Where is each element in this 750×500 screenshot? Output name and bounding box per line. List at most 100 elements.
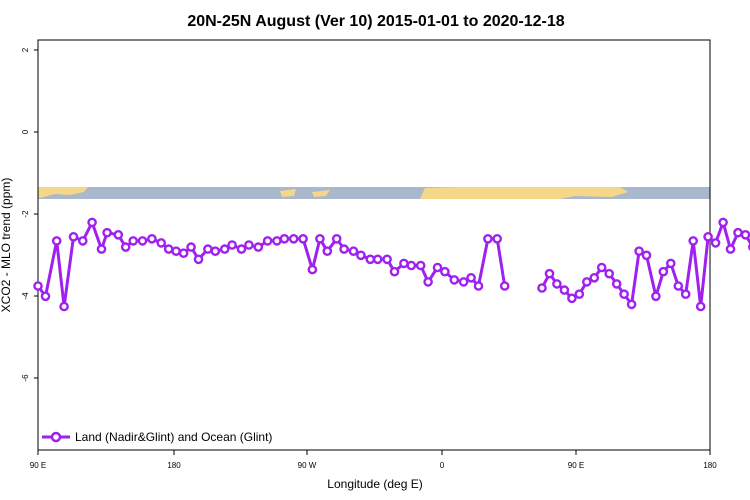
- data-point: [458, 277, 469, 287]
- data-point: [432, 262, 443, 273]
- data-point: [423, 277, 433, 287]
- data-point: [322, 246, 333, 256]
- x-tick-label-180-2: 180: [703, 461, 717, 470]
- x-axis: 90 E 180 90 W 0 90 E 180 Longitude (deg …: [30, 450, 717, 491]
- land-patch-africa: [420, 187, 628, 199]
- data-point: [688, 236, 699, 246]
- data-point: [262, 236, 273, 246]
- data-point: [718, 217, 728, 228]
- data-point: [219, 244, 230, 254]
- data-point: [128, 236, 138, 246]
- data-point: [544, 268, 555, 279]
- data-point: [113, 229, 124, 240]
- data-point: [740, 230, 750, 240]
- y-tick-label-neg6: -6: [21, 374, 30, 382]
- data-point: [51, 236, 62, 246]
- data-point: [666, 258, 676, 269]
- data-point: [611, 279, 622, 289]
- data-point: [156, 238, 166, 248]
- land-patch-pacific-island: [280, 189, 296, 197]
- data-point: [203, 244, 213, 254]
- data-point: [634, 246, 644, 256]
- data-point: [559, 285, 570, 295]
- data-point: [163, 244, 174, 254]
- data-point: [253, 242, 264, 252]
- data-point: [68, 231, 79, 242]
- plot-frame: [37, 39, 711, 451]
- data-point: [415, 260, 426, 271]
- data-point: [552, 279, 562, 289]
- data-point: [574, 289, 585, 300]
- land-patch-mexico: [312, 190, 330, 197]
- data-point: [449, 275, 460, 285]
- data-point: [499, 281, 510, 291]
- data-point: [589, 272, 600, 283]
- data-point: [626, 299, 637, 310]
- data-point: [331, 233, 342, 244]
- data-point: [87, 217, 97, 228]
- data-point: [59, 301, 69, 312]
- data-point: [658, 266, 669, 277]
- data-point: [210, 246, 221, 256]
- y-axis: 2 0 -2 -4 -6 XCO2 - MLO trend (ppm): [0, 47, 38, 382]
- data-point: [710, 238, 721, 248]
- y-tick-label-neg4: -4: [21, 292, 30, 300]
- data-point: [473, 281, 484, 291]
- data-point: [466, 272, 476, 283]
- x-tick-label-90w: 90 W: [298, 461, 317, 470]
- data-point: [483, 233, 493, 244]
- legend-marker: [50, 431, 62, 443]
- legend-label: Land (Nadir&Glint) and Ocean (Glint): [75, 430, 272, 444]
- data-point: [406, 260, 417, 271]
- data-point: [315, 233, 325, 244]
- data-point: [137, 236, 148, 246]
- data-point: [733, 227, 743, 238]
- map-strip: [38, 187, 710, 199]
- data-point: [673, 281, 684, 291]
- x-tick-label-90e-2: 90 E: [568, 461, 584, 470]
- data-point: [695, 301, 706, 312]
- y-tick-label-neg2: -2: [21, 210, 30, 218]
- data-point: [492, 233, 503, 244]
- x-tick-label-180: 180: [167, 461, 181, 470]
- x-tick-label-90e: 90 E: [30, 461, 46, 470]
- y-tick-label-0: 0: [21, 129, 30, 134]
- data-point: [120, 242, 131, 252]
- x-tick-label-0: 0: [440, 461, 445, 470]
- land-patch-asia: [38, 187, 88, 198]
- data-point: [399, 258, 409, 269]
- data-point: [651, 291, 661, 302]
- data-point: [307, 264, 318, 275]
- data-point: [596, 262, 607, 273]
- legend: Land (Nadir&Glint) and Ocean (Glint): [42, 430, 272, 444]
- data-point: [641, 250, 652, 261]
- chart-title: 20N-25N August (Ver 10) 2015-01-01 to 20…: [187, 13, 564, 30]
- series-layer: [33, 217, 750, 312]
- data-point: [582, 277, 592, 287]
- data-point: [96, 244, 107, 254]
- data-point: [288, 233, 299, 244]
- data-point: [227, 240, 237, 250]
- data-point: [102, 227, 112, 238]
- data-point: [236, 244, 247, 254]
- data-point: [178, 248, 189, 258]
- y-axis-label: XCO2 - MLO trend (ppm): [0, 178, 13, 313]
- data-point: [365, 254, 376, 265]
- data-point: [604, 268, 615, 279]
- data-point: [171, 246, 181, 256]
- data-point: [703, 231, 713, 242]
- data-point: [680, 289, 691, 300]
- data-point: [33, 281, 43, 291]
- data-point: [193, 254, 204, 265]
- data-point: [440, 266, 450, 277]
- y-tick-label-2: 2: [21, 47, 30, 52]
- data-point: [372, 254, 383, 265]
- data-point: [389, 266, 400, 277]
- data-point: [382, 254, 392, 265]
- data-point: [78, 236, 88, 246]
- data-point: [272, 236, 282, 246]
- data-point: [619, 289, 629, 300]
- x-axis-label: Longitude (deg E): [327, 477, 422, 491]
- data-point: [186, 242, 196, 252]
- data-point: [567, 293, 577, 304]
